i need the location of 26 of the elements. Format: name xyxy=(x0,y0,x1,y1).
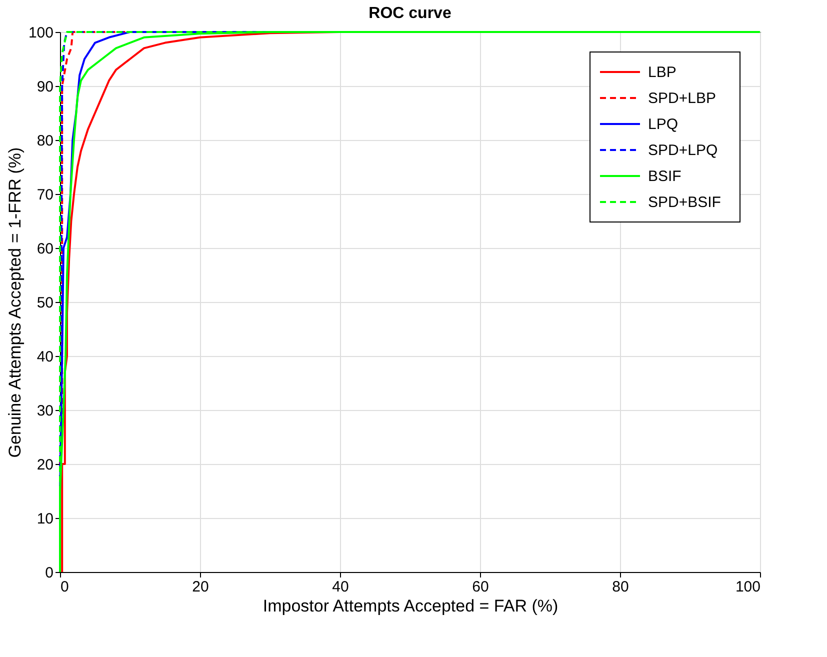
x-tick-label: 20 xyxy=(192,578,209,596)
legend-label: SPD+LBP xyxy=(648,90,716,107)
x-tick-label: 80 xyxy=(612,578,629,596)
x-tick-label: 100 xyxy=(735,578,760,596)
legend-label: SPD+LPQ xyxy=(648,142,718,159)
y-tick-label: 20 xyxy=(36,456,54,474)
x-axis-title: Impostor Attempts Accepted = FAR (%) xyxy=(262,596,558,616)
legend-label: SPD+BSIF xyxy=(648,194,721,211)
chart-title: ROC curve xyxy=(368,5,452,22)
y-tick-label: 0 xyxy=(45,564,54,582)
x-tick-label: 0 xyxy=(60,578,69,596)
y-tick-label: 30 xyxy=(36,402,54,420)
y-tick-label: 100 xyxy=(28,24,54,42)
y-tick-label: 40 xyxy=(36,348,54,366)
y-tick-label: 10 xyxy=(36,510,54,528)
y-tick-label: 60 xyxy=(36,240,54,258)
legend-label: LBP xyxy=(648,64,676,81)
x-tick-label: 40 xyxy=(332,578,349,596)
x-tick-label: 60 xyxy=(472,578,489,596)
y-axis-title: Genuine Attempts Accepted = 1-FRR (%) xyxy=(5,147,24,458)
legend-label: BSIF xyxy=(648,168,682,185)
y-tick-label: 80 xyxy=(36,132,54,150)
y-tick-label: 70 xyxy=(36,186,54,204)
legend-label: LPQ xyxy=(648,116,678,133)
y-tick-label: 90 xyxy=(36,78,54,96)
y-tick-label: 50 xyxy=(36,294,54,312)
